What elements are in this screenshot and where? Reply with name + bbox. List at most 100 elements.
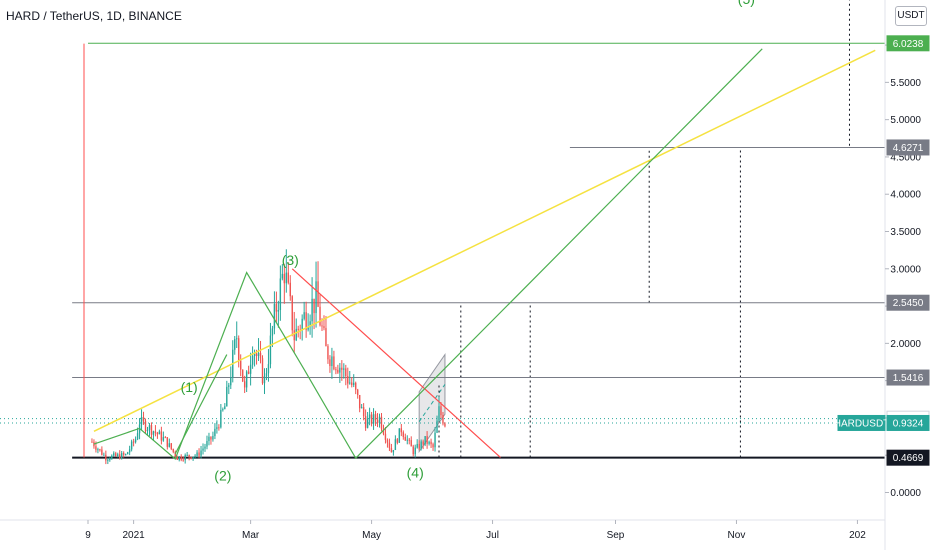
price-tag-label: 4.6271	[893, 143, 924, 154]
candle-body	[301, 318, 303, 331]
candle-body	[134, 439, 137, 443]
candle-body	[426, 436, 428, 444]
candle-body	[380, 416, 383, 429]
candle-body	[176, 456, 178, 460]
candle-body	[247, 371, 250, 374]
candle-body	[404, 436, 406, 441]
price-tag-box	[886, 449, 930, 466]
candle-body	[412, 446, 414, 455]
candle-body	[243, 381, 246, 388]
candle-body	[184, 454, 186, 461]
candle-body	[128, 449, 131, 453]
candle-body	[222, 409, 224, 411]
candle-body	[150, 425, 153, 435]
candle-body	[97, 449, 99, 451]
candle-body	[418, 443, 420, 449]
candle-body	[238, 338, 240, 361]
candle-body	[398, 428, 401, 443]
candle-body	[251, 356, 254, 365]
candles-group	[91, 249, 446, 465]
candle-body	[420, 441, 422, 449]
candle-body	[113, 453, 115, 456]
price-tag-box	[837, 414, 886, 431]
price-tag-box	[886, 139, 930, 156]
elliott-wave-segment	[174, 354, 228, 455]
candle-body	[303, 312, 305, 319]
candle-body	[355, 382, 357, 390]
candle-body	[208, 436, 210, 442]
price-tag-box	[886, 35, 930, 52]
candle-body	[341, 367, 343, 370]
candle-body	[333, 356, 335, 370]
symbol-title[interactable]: HARD / TetherUS, 1D, BINANCE	[6, 9, 182, 23]
candle-body	[142, 417, 145, 422]
wave-label: (5)	[738, 0, 755, 7]
wave-label: (2)	[214, 468, 231, 484]
candle-body	[273, 304, 276, 329]
candle-body	[174, 451, 176, 457]
candle-body	[144, 421, 147, 432]
candle-body	[376, 420, 379, 423]
y-tick-label: 2.0000	[890, 339, 921, 350]
candle-body	[378, 416, 381, 423]
wave-label: (1)	[181, 379, 198, 395]
x-tick-label: 9	[85, 530, 91, 541]
symbol-interval: 1D	[106, 9, 122, 23]
y-tick-label: 5.5000	[890, 78, 921, 89]
candle-body	[337, 369, 339, 373]
x-tick-label: May	[362, 530, 381, 541]
candle-body	[396, 439, 399, 443]
y-tick-label: 5.0000	[890, 115, 921, 126]
candle-body	[384, 433, 387, 440]
candle-body	[353, 382, 355, 385]
candle-body	[146, 430, 149, 432]
symbol-name: HARD / TetherUS	[6, 9, 100, 23]
currency-button[interactable]: USDT	[895, 6, 927, 26]
candle-body	[329, 359, 331, 367]
price-tag-label: 2.5450	[893, 298, 924, 309]
x-tick-label: Nov	[728, 530, 746, 541]
candle-body	[148, 425, 151, 431]
candle-body	[438, 406, 440, 421]
candle-body	[239, 360, 242, 370]
candle-body	[313, 298, 315, 314]
candle-body	[400, 428, 403, 433]
candle-body	[107, 459, 109, 461]
yellow-trend-line	[93, 49, 876, 433]
price-tag-box	[886, 369, 930, 386]
symbol-exchange: BINANCE	[128, 9, 182, 23]
x-tick-label: 2021	[122, 530, 145, 541]
candle-body	[180, 456, 182, 460]
candle-body	[158, 431, 161, 435]
candle-body	[210, 436, 212, 440]
candle-body	[236, 338, 238, 340]
candle-body	[347, 376, 349, 384]
candle-body	[190, 457, 192, 459]
candle-body	[295, 328, 297, 341]
candle-body	[257, 352, 260, 356]
candle-body	[234, 339, 236, 350]
candle-body	[434, 432, 436, 448]
candle-body	[140, 417, 143, 425]
candle-body	[390, 448, 393, 453]
y-tick-label: 4.5000	[890, 152, 921, 163]
candle-body	[410, 440, 412, 447]
candle-body	[255, 353, 258, 356]
candle-body	[226, 386, 228, 407]
candle-body	[220, 409, 222, 428]
red-trend-line	[291, 268, 501, 458]
candle-body	[392, 450, 395, 453]
candle-body	[374, 414, 377, 421]
candle-body	[214, 428, 216, 437]
candle-body	[430, 441, 432, 445]
candle-body	[109, 459, 111, 461]
candle-body	[327, 346, 329, 360]
candle-body	[428, 441, 430, 444]
candle-body	[287, 272, 289, 283]
candle-body	[382, 428, 385, 434]
price-tag-box	[886, 294, 930, 311]
candle-body	[154, 431, 157, 433]
candle-body	[358, 394, 361, 409]
